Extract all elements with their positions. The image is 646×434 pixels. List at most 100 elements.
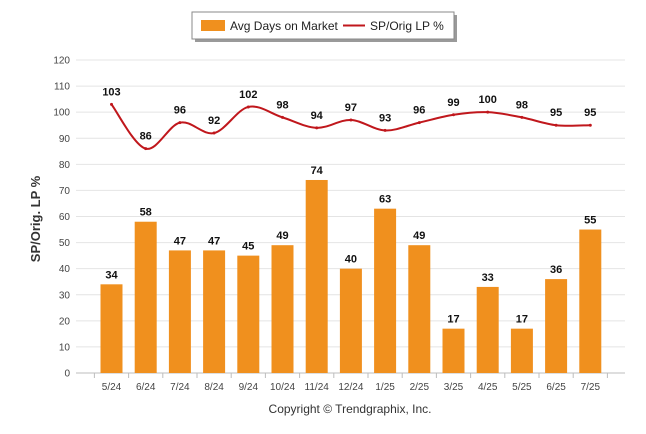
bar [374,208,397,373]
y-tick-label: 10 [59,342,71,353]
bar [476,286,499,373]
line-data-label: 96 [174,105,186,117]
y-tick-label: 50 [59,238,71,249]
line-point [144,147,148,151]
line-series: 103 86 96 92 102 98 94 97 93 96 99 100 98 95 95 [102,86,596,151]
bar-data-label: 36 [550,264,562,276]
legend: Avg Days on Market SP/Orig LP % [191,11,457,42]
legend-line-label: SP/Orig LP % [370,19,444,33]
line-point [349,118,353,122]
line-point [281,115,284,119]
x-tick-label: 10/24 [270,382,295,393]
line-point [315,126,319,130]
bar-data-label: 55 [584,215,596,227]
y-tick-label: 40 [59,264,71,275]
x-tick-label: 7/24 [170,382,190,393]
line-data-label: 99 [447,97,459,109]
x-tick-label: 1/25 [375,382,395,393]
x-tick-label: 12/24 [338,382,363,393]
x-tick-label: 4/25 [478,382,498,393]
legend-bar-label: Avg Days on Market [230,19,338,33]
bar [339,268,362,373]
bar [168,250,191,373]
x-tick-label: 6/25 [546,382,566,393]
bar-data-label: 17 [516,314,528,326]
line-data-label: 98 [276,99,288,111]
y-tick-label: 30 [59,290,71,301]
bar [579,229,602,373]
line-data-label: 97 [345,102,357,114]
line-point [554,123,558,127]
line-data-label: 86 [140,131,152,143]
line-data-label: 100 [479,94,497,106]
bar [237,255,260,373]
bar-data-label: 47 [174,235,186,247]
bar [203,250,226,373]
line-data-label: 95 [550,107,562,119]
line-point [486,110,490,114]
bar-data-label: 49 [276,230,288,242]
x-tick-label: 5/24 [102,382,122,393]
line-point [383,128,387,132]
bar-data-label: 49 [413,230,425,242]
line-data-label: 92 [208,115,220,127]
line-point [452,113,455,117]
x-axis: 5/24 6/24 7/24 8/24 9/24 10/24 11/24 12/24 1/25 2… [93,373,608,393]
bar [545,279,568,373]
line-point [588,123,592,127]
y-axis: 0 10 20 30 40 50 60 70 80 90 100 110 120 [53,56,70,380]
bar [271,245,294,373]
y-tick-label: 0 [64,369,70,380]
y-tick-label: 110 [54,82,70,93]
x-tick-label: 2/25 [410,382,430,393]
x-tick-label: 11/24 [305,382,330,393]
x-tick-label: 3/25 [444,382,464,393]
x-tick-label: 9/24 [239,382,259,393]
bar [134,221,157,373]
copyright: Copyright © Trendgraphix, Inc. [269,402,432,416]
bars: 34 58 47 47 45 49 74 40 63 49 17 33 17 36 55 [100,165,602,373]
bar-data-label: 33 [482,272,494,284]
line-data-label: 93 [379,112,391,124]
y-tick-label: 20 [59,316,71,327]
bar-data-label: 47 [208,235,220,247]
line-point [246,105,250,109]
x-tick-label: 6/24 [136,382,156,393]
x-tick-label: 7/25 [581,382,601,393]
x-tick-label: 5/25 [512,382,532,393]
y-tick-label: 100 [53,108,70,119]
line-data-label: 103 [102,86,120,98]
bar [408,245,431,373]
line-data-label: 96 [413,105,425,117]
line-point [417,121,421,125]
bar [442,328,465,373]
y-tick-label: 70 [59,186,71,197]
line-point [212,131,216,135]
bar [305,179,328,373]
line-point [178,121,182,125]
bar-data-label: 74 [311,165,324,177]
y-axis-title: SP/Orig. LP % [28,175,43,262]
bar-data-label: 40 [345,254,357,266]
bar [100,284,123,373]
bar-data-label: 17 [447,314,459,326]
line-data-label: 94 [311,110,324,122]
line-data-label: 102 [239,89,257,101]
line-data-label: 95 [584,107,596,119]
bar-data-label: 45 [242,241,254,253]
bar-data-label: 34 [105,269,118,281]
y-tick-label: 80 [59,160,71,171]
bar-data-label: 63 [379,194,391,206]
bar [510,328,533,373]
y-tick-label: 90 [59,134,71,145]
line-point [520,115,524,119]
legend-box [191,11,455,40]
bar-data-label: 58 [140,207,152,219]
line-point [110,102,113,106]
y-tick-label: 120 [53,56,70,67]
y-tick-label: 60 [59,212,71,223]
x-tick-label: 8/24 [204,382,224,393]
legend-bar-swatch [201,20,225,31]
line-data-label: 98 [516,99,528,111]
